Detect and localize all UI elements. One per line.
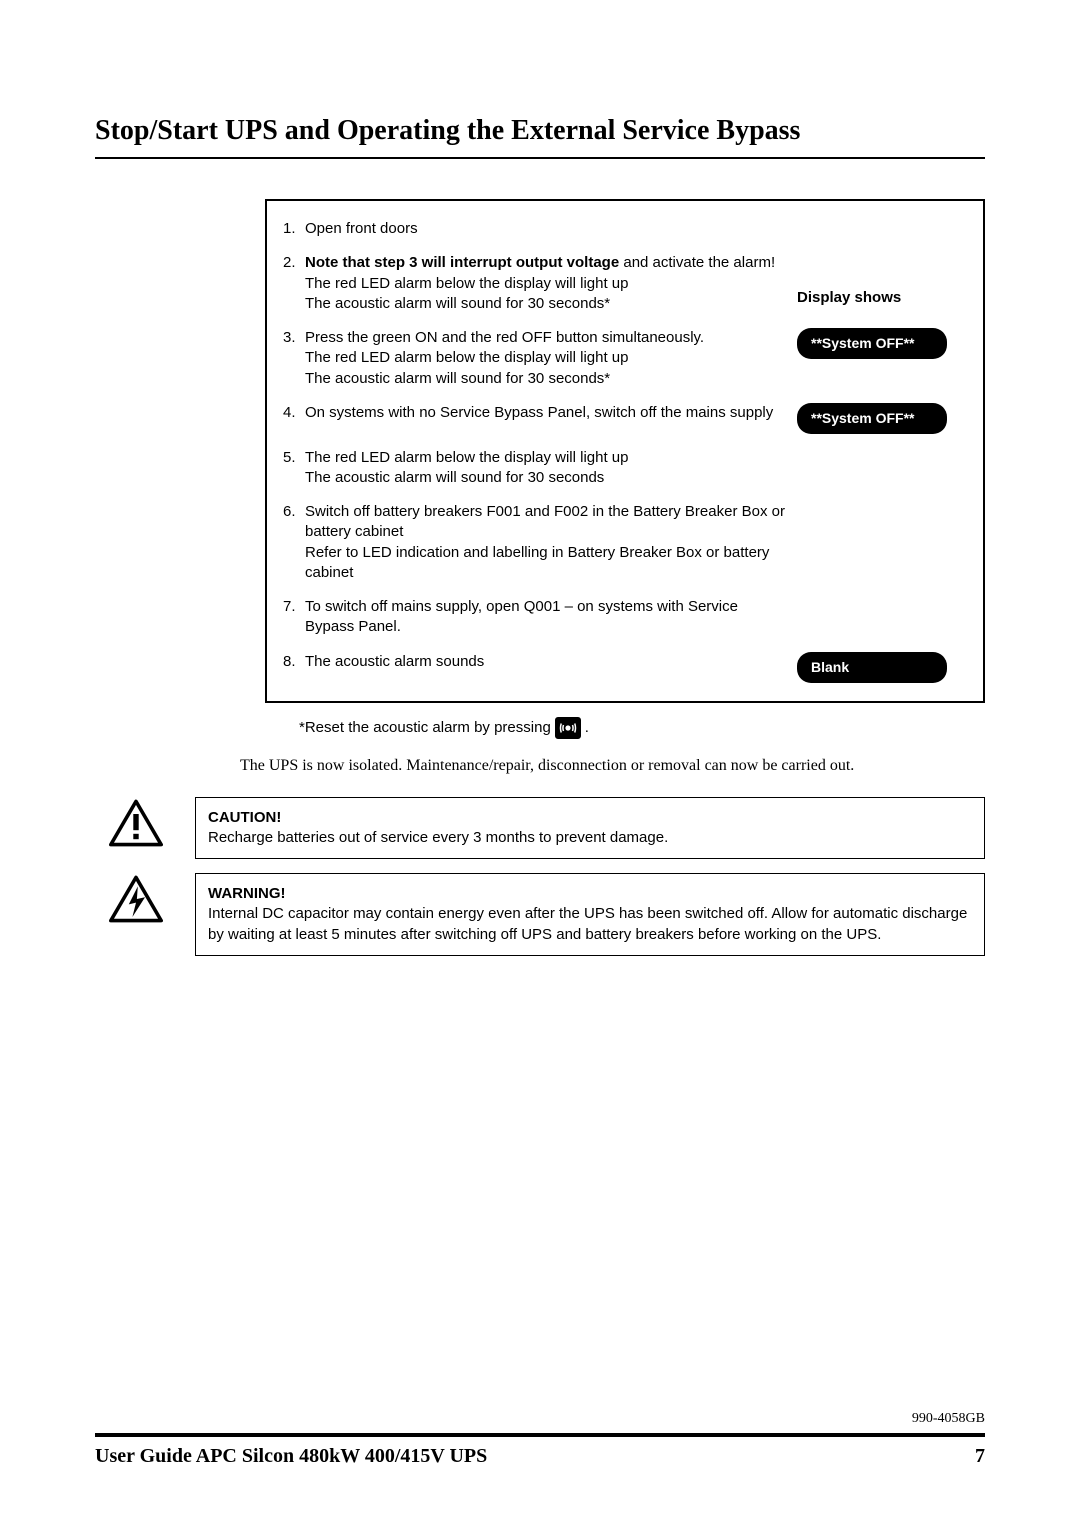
- warning-text: Internal DC capacitor may contain energy…: [208, 904, 972, 945]
- footer-title: User Guide APC Silcon 480kW 400/415V UPS: [95, 1445, 487, 1468]
- display-pill-system-off: **System OFF**: [797, 403, 947, 434]
- step-text: On systems with no Service Bypass Panel,…: [305, 403, 797, 423]
- warning-heading: WARNING!: [208, 884, 972, 904]
- page-number: 7: [975, 1445, 985, 1468]
- step-text: To switch off mains supply, open Q001 – …: [305, 597, 797, 638]
- step-text: Open front doors: [305, 219, 797, 239]
- step-number: 8.: [283, 652, 305, 672]
- step-text: The acoustic alarm sounds: [305, 652, 797, 672]
- step-number: 4.: [283, 403, 305, 423]
- warning-triangle-icon: [109, 875, 163, 928]
- document-reference: 990-4058GB: [95, 1411, 985, 1427]
- warning-box: WARNING! Internal DC capacitor may conta…: [195, 873, 985, 956]
- caution-triangle-icon: [109, 799, 163, 852]
- step-number: 3.: [283, 328, 305, 389]
- page-title: Stop/Start UPS and Operating the Externa…: [95, 115, 985, 157]
- alarm-reset-icon: [555, 717, 581, 739]
- display-shows-label: Display shows: [797, 288, 967, 308]
- step-text: Press the green ON and the red OFF butto…: [305, 328, 797, 389]
- step-number: 1.: [283, 219, 305, 239]
- step-text: The red LED alarm below the display will…: [305, 448, 797, 489]
- caution-box: CAUTION! Recharge batteries out of servi…: [195, 797, 985, 860]
- caution-text: Recharge batteries out of service every …: [208, 828, 972, 848]
- reset-note: *Reset the acoustic alarm by pressing .: [299, 717, 985, 739]
- step-number: 7.: [283, 597, 305, 638]
- caution-heading: CAUTION!: [208, 808, 972, 828]
- title-rule: [95, 157, 985, 159]
- step-number: 5.: [283, 448, 305, 489]
- step-number: 2.: [283, 253, 305, 314]
- isolated-note: The UPS is now isolated. Maintenance/rep…: [240, 757, 985, 775]
- step-text: Switch off battery breakers F001 and F00…: [305, 502, 797, 583]
- caution-row: CAUTION! Recharge batteries out of servi…: [109, 797, 985, 860]
- procedure-box: 1. Open front doors 2. Note that step 3 …: [265, 199, 985, 703]
- warning-row: WARNING! Internal DC capacitor may conta…: [109, 873, 985, 956]
- step-text: Note that step 3 will interrupt output v…: [305, 253, 797, 314]
- step-number: 6.: [283, 502, 305, 583]
- display-pill-system-off: **System OFF**: [797, 328, 947, 359]
- footer-rule: [95, 1433, 985, 1437]
- display-pill-blank: Blank: [797, 652, 947, 683]
